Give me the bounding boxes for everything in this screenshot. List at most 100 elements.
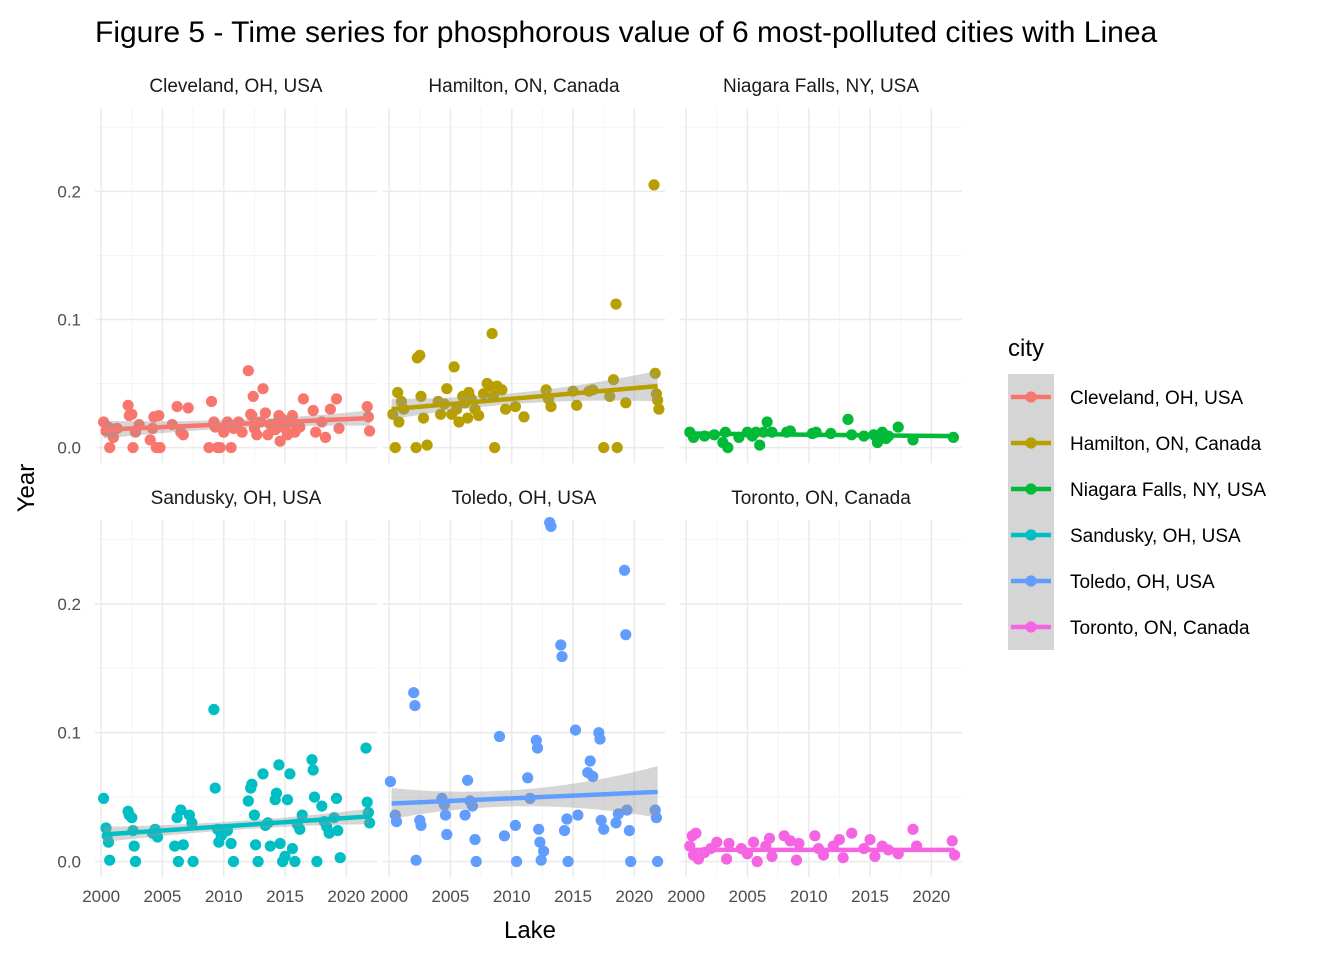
data-point	[535, 854, 547, 866]
data-point	[846, 827, 858, 839]
data-point	[107, 431, 119, 443]
data-point	[612, 808, 625, 820]
data-point	[598, 442, 610, 454]
x-tick-label: 2000	[82, 887, 120, 906]
data-point	[571, 399, 583, 411]
data-point	[144, 434, 156, 446]
data-point	[441, 383, 453, 395]
data-point	[415, 819, 427, 832]
legend-title: city	[1008, 335, 1044, 362]
legend-item: Toronto, ON, Canada	[1011, 618, 1250, 639]
data-point	[869, 850, 881, 863]
facet-panels: Cleveland, OH, USA 0.0 0.1 0.2 Hamilton, ON,…	[57, 76, 962, 906]
data-point	[761, 416, 773, 428]
data-point	[466, 800, 479, 812]
data-point	[620, 397, 632, 409]
data-point	[545, 520, 557, 533]
data-point	[763, 832, 776, 844]
data-point	[225, 837, 237, 850]
data-point	[208, 703, 220, 716]
data-point	[837, 852, 849, 864]
facet-panel: Toledo, OH, USA 2000 2005 2010 2015 2020	[370, 488, 665, 906]
data-point	[296, 809, 308, 821]
facet-panel: Toronto, ON, Canada 2000 2005 2010 2015 2020	[667, 488, 962, 906]
data-point	[421, 439, 433, 451]
data-point	[946, 835, 958, 847]
data-point	[907, 823, 919, 835]
data-point	[598, 823, 610, 835]
data-point	[242, 795, 254, 807]
data-point	[360, 742, 372, 754]
data-point	[297, 393, 309, 405]
x-axis-title: Lake	[504, 917, 556, 944]
data-point	[392, 386, 404, 399]
data-point	[833, 834, 846, 846]
x-tick-label: 2020	[327, 887, 365, 906]
y-tick-label: 0.1	[57, 310, 81, 329]
data-point	[690, 827, 702, 839]
x-tick-label: 2015	[554, 887, 592, 906]
data-point	[307, 764, 319, 776]
data-point	[498, 830, 510, 842]
y-tick-label: 0.1	[57, 724, 81, 743]
data-point	[390, 816, 403, 828]
data-point	[607, 374, 620, 386]
legend-label: Cleveland, OH, USA	[1070, 388, 1244, 409]
legend-point	[1025, 575, 1037, 587]
data-point	[625, 855, 637, 868]
facet-label: Toronto, ON, Canada	[731, 488, 911, 509]
data-point	[389, 442, 401, 454]
data-point	[817, 849, 830, 861]
facet-label: Sandusky, OH, USA	[151, 488, 322, 509]
data-point	[248, 809, 260, 821]
x-tick-label: 2015	[851, 887, 889, 906]
data-point	[842, 413, 854, 425]
data-point	[610, 298, 622, 310]
data-point	[462, 774, 474, 786]
data-point	[251, 429, 263, 441]
data-point	[227, 855, 240, 868]
data-point	[410, 442, 422, 454]
facet-label: Niagara Falls, NY, USA	[723, 76, 919, 97]
data-point	[332, 825, 344, 837]
data-point	[522, 772, 534, 784]
data-point	[459, 809, 471, 821]
data-point	[294, 823, 306, 835]
data-point	[316, 800, 328, 812]
y-tick-label: 0.2	[57, 595, 81, 614]
data-point	[408, 687, 420, 699]
data-point	[453, 416, 465, 428]
data-point	[324, 403, 336, 415]
data-point	[257, 383, 269, 395]
data-point	[384, 776, 396, 788]
fit-line	[103, 415, 370, 432]
data-point	[387, 408, 399, 420]
data-point	[186, 817, 198, 829]
data-point	[203, 442, 215, 454]
data-point	[754, 439, 766, 451]
data-point	[949, 849, 961, 861]
data-point	[259, 407, 271, 419]
data-point	[531, 742, 544, 754]
data-point	[175, 804, 187, 816]
data-point	[496, 384, 508, 396]
data-point	[270, 787, 283, 799]
data-point	[310, 426, 322, 438]
data-point	[441, 828, 453, 841]
facet-label: Cleveland, OH, USA	[149, 76, 323, 97]
data-point	[102, 836, 115, 848]
data-point	[264, 840, 276, 852]
data-point	[650, 812, 663, 824]
data-point	[274, 435, 286, 447]
legend-item: Niagara Falls, NY, USA	[1011, 480, 1266, 501]
data-point	[790, 854, 803, 866]
data-point	[218, 426, 230, 438]
data-point	[252, 855, 264, 868]
data-point	[510, 855, 523, 868]
data-point	[187, 855, 199, 868]
data-point	[104, 442, 116, 454]
data-point	[751, 855, 763, 868]
data-point	[518, 411, 530, 423]
data-point	[214, 442, 226, 454]
x-tick-label: 2010	[493, 887, 531, 906]
